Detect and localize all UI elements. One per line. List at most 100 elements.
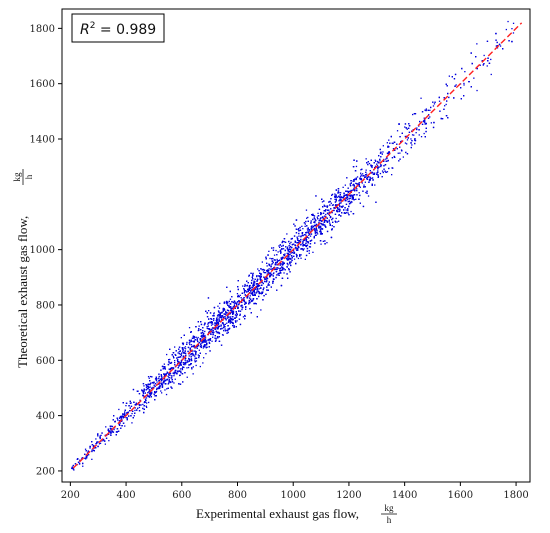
scatter-point bbox=[137, 407, 139, 409]
scatter-point bbox=[331, 204, 334, 206]
scatter-point bbox=[125, 417, 127, 419]
scatter-point bbox=[218, 340, 221, 342]
scatter-point bbox=[355, 178, 357, 181]
scatter-point bbox=[204, 338, 207, 340]
scatter-point bbox=[298, 241, 300, 243]
scatter-point bbox=[190, 331, 192, 333]
scatter-point bbox=[204, 341, 206, 343]
scatter-point bbox=[144, 392, 146, 394]
scatter-point bbox=[172, 352, 175, 354]
scatter-point bbox=[217, 314, 219, 316]
scatter-point bbox=[296, 249, 298, 251]
scatter-point bbox=[245, 302, 247, 304]
scatter-point bbox=[182, 363, 185, 366]
scatter-point bbox=[306, 217, 308, 219]
scatter-point bbox=[104, 443, 106, 445]
scatter-point bbox=[470, 52, 472, 54]
scatter-point bbox=[418, 134, 420, 136]
scatter-point bbox=[267, 289, 269, 291]
scatter-point bbox=[213, 315, 215, 317]
scatter-point bbox=[393, 155, 395, 158]
r2-exponent: 2 bbox=[90, 21, 96, 31]
scatter-point bbox=[246, 291, 248, 293]
scatter-point bbox=[236, 320, 238, 322]
scatter-point bbox=[126, 419, 128, 421]
scatter-point bbox=[89, 445, 91, 448]
scatter-point bbox=[196, 339, 198, 341]
scatter-point bbox=[438, 96, 440, 99]
scatter-point bbox=[228, 327, 231, 330]
scatter-point bbox=[411, 140, 413, 142]
scatter-point bbox=[268, 264, 271, 267]
scatter-point bbox=[197, 354, 199, 356]
scatter-point bbox=[377, 174, 379, 176]
scatter-point bbox=[368, 176, 370, 178]
scatter-point bbox=[272, 247, 275, 249]
scatter-point bbox=[181, 348, 184, 350]
scatter-point bbox=[167, 387, 169, 389]
scatter-point bbox=[237, 307, 239, 309]
scatter-point bbox=[340, 196, 342, 199]
scatter-point bbox=[276, 254, 278, 256]
scatter-point bbox=[350, 189, 352, 192]
scatter-point bbox=[357, 183, 360, 185]
scatter-point bbox=[290, 261, 292, 263]
scatter-point bbox=[308, 232, 310, 234]
scatter-point bbox=[288, 255, 290, 257]
scatter-point bbox=[508, 40, 510, 42]
scatter-point bbox=[354, 170, 357, 172]
scatter-point bbox=[339, 209, 341, 211]
scatter-point bbox=[297, 242, 299, 244]
scatter-point bbox=[248, 299, 251, 302]
scatter-point bbox=[372, 179, 374, 181]
scatter-point bbox=[268, 264, 270, 266]
scatter-point bbox=[298, 240, 300, 242]
scatter-point bbox=[307, 228, 309, 230]
scatter-point bbox=[254, 291, 256, 294]
scatter-point bbox=[275, 270, 278, 273]
scatter-point bbox=[183, 352, 185, 354]
scatter-point bbox=[385, 158, 387, 160]
scatter-point bbox=[416, 128, 418, 131]
scatter-point bbox=[158, 373, 160, 375]
scatter-point bbox=[279, 270, 281, 272]
scatter-point bbox=[97, 435, 99, 437]
scatter-point bbox=[275, 261, 277, 264]
scatter-point bbox=[253, 284, 255, 286]
scatter-point bbox=[381, 153, 383, 155]
scatter-point bbox=[288, 269, 290, 271]
scatter-point bbox=[396, 143, 398, 145]
scatter-point bbox=[118, 423, 120, 426]
scatter-point bbox=[239, 323, 242, 326]
scatter-point bbox=[164, 389, 166, 391]
scatter-point bbox=[129, 410, 131, 412]
scatter-point bbox=[160, 375, 163, 377]
scatter-point bbox=[144, 398, 147, 400]
scatter-point bbox=[330, 236, 333, 239]
scatter-point bbox=[326, 206, 328, 208]
scatter-point bbox=[420, 136, 423, 138]
scatter-point bbox=[168, 377, 170, 379]
scatter-point bbox=[145, 399, 147, 401]
scatter-point bbox=[207, 339, 209, 341]
scatter-point bbox=[166, 388, 168, 390]
scatter-point bbox=[258, 285, 260, 287]
scatter-point bbox=[334, 198, 336, 200]
scatter-point bbox=[377, 170, 379, 172]
scatter-point bbox=[297, 246, 300, 248]
scatter-point bbox=[204, 330, 206, 333]
scatter-point bbox=[299, 254, 301, 256]
scatter-point bbox=[282, 268, 284, 270]
scatter-point bbox=[232, 307, 234, 309]
scatter-point bbox=[158, 375, 160, 378]
scatter-point bbox=[237, 295, 239, 298]
scatter-point bbox=[315, 219, 317, 222]
scatter-point bbox=[208, 318, 210, 320]
scatter-point bbox=[142, 390, 144, 392]
scatter-point bbox=[105, 437, 108, 439]
scatter-point bbox=[320, 212, 323, 215]
scatter-point bbox=[218, 316, 220, 318]
scatter-point bbox=[249, 295, 251, 297]
scatter-point bbox=[260, 309, 262, 311]
scatter-point bbox=[116, 428, 119, 430]
